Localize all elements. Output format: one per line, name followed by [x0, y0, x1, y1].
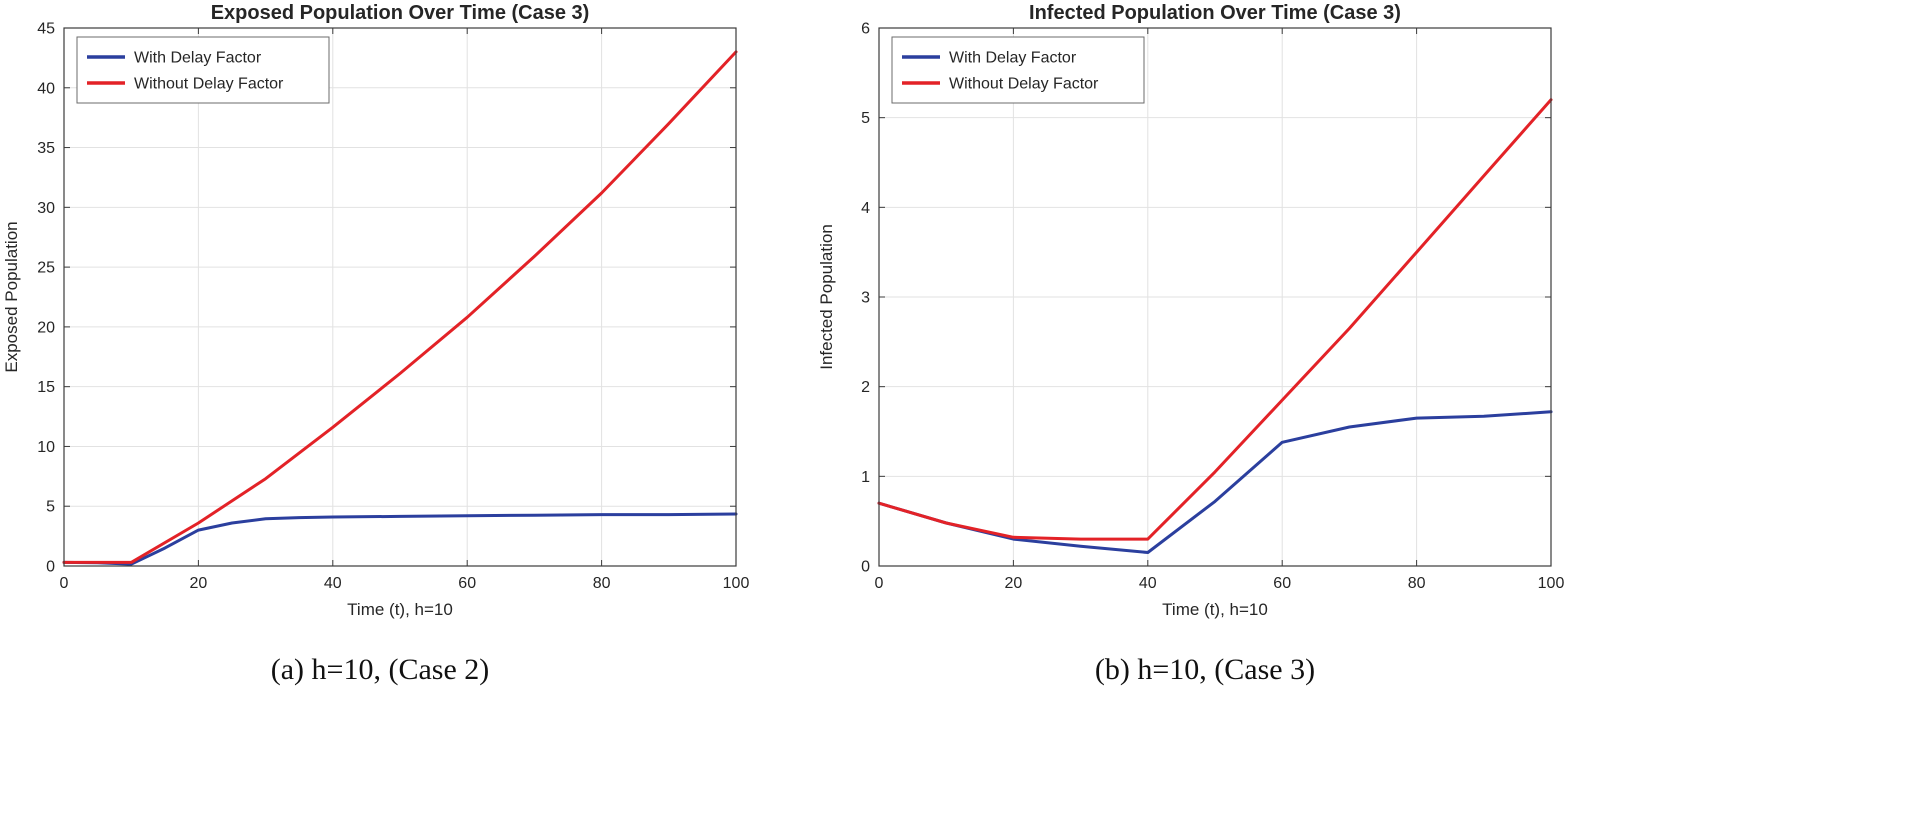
svg-text:With Delay Factor: With Delay Factor [134, 50, 262, 67]
svg-text:25: 25 [37, 260, 55, 277]
svg-text:0: 0 [875, 575, 884, 592]
exposed-population-chart: 0 20 40 60 80 100 0 5 10 15 20 25 30 35 40 45 Exposed Po… [2, 2, 750, 619]
svg-text:20: 20 [190, 575, 208, 592]
svg-text:5: 5 [861, 110, 870, 127]
svg-text:Time (t), h=10: Time (t), h=10 [1162, 600, 1268, 619]
svg-text:20: 20 [37, 319, 55, 336]
svg-text:100: 100 [723, 575, 750, 592]
svg-text:Infected Population Over Time: Infected Population Over Time (Case 3) [1029, 2, 1401, 24]
svg-text:40: 40 [1139, 575, 1157, 592]
infected-population-chart: 0 20 40 60 80 100 0 1 2 3 4 5 6 Infected Population O… [817, 2, 1565, 619]
svg-text:Without Delay Factor: Without Delay Factor [949, 76, 1099, 93]
svg-text:80: 80 [593, 575, 611, 592]
svg-text:45: 45 [37, 21, 55, 38]
svg-text:80: 80 [1408, 575, 1426, 592]
svg-text:6: 6 [861, 21, 870, 38]
caption-b: (b) h=10, (Case 3) [1094, 653, 1316, 686]
svg-text:With Delay Factor: With Delay Factor [949, 50, 1077, 67]
svg-text:40: 40 [37, 80, 55, 97]
svg-text:60: 60 [1273, 575, 1291, 592]
svg-text:1: 1 [861, 469, 870, 486]
svg-text:5: 5 [46, 499, 55, 516]
svg-text:0: 0 [861, 559, 870, 576]
svg-text:3: 3 [861, 290, 870, 307]
svg-text:0: 0 [46, 559, 55, 576]
svg-text:20: 20 [1005, 575, 1023, 592]
svg-text:Exposed Population Over Time (: Exposed Population Over Time (Case 3) [211, 2, 590, 24]
svg-text:Time (t), h=10: Time (t), h=10 [347, 600, 453, 619]
svg-text:Without Delay Factor: Without Delay Factor [134, 76, 284, 93]
svg-text:2: 2 [861, 379, 870, 396]
caption-a: (a) h=10, (Case 2) [270, 653, 490, 686]
svg-text:15: 15 [37, 379, 55, 396]
svg-text:60: 60 [458, 575, 476, 592]
svg-text:30: 30 [37, 200, 55, 217]
svg-text:Exposed Population: Exposed Population [2, 221, 21, 372]
svg-text:4: 4 [861, 200, 870, 217]
svg-text:Infected Population: Infected Population [817, 224, 836, 370]
svg-text:40: 40 [324, 575, 342, 592]
svg-text:35: 35 [37, 140, 55, 157]
svg-text:0: 0 [60, 575, 69, 592]
svg-text:100: 100 [1538, 575, 1565, 592]
svg-text:10: 10 [37, 439, 55, 456]
